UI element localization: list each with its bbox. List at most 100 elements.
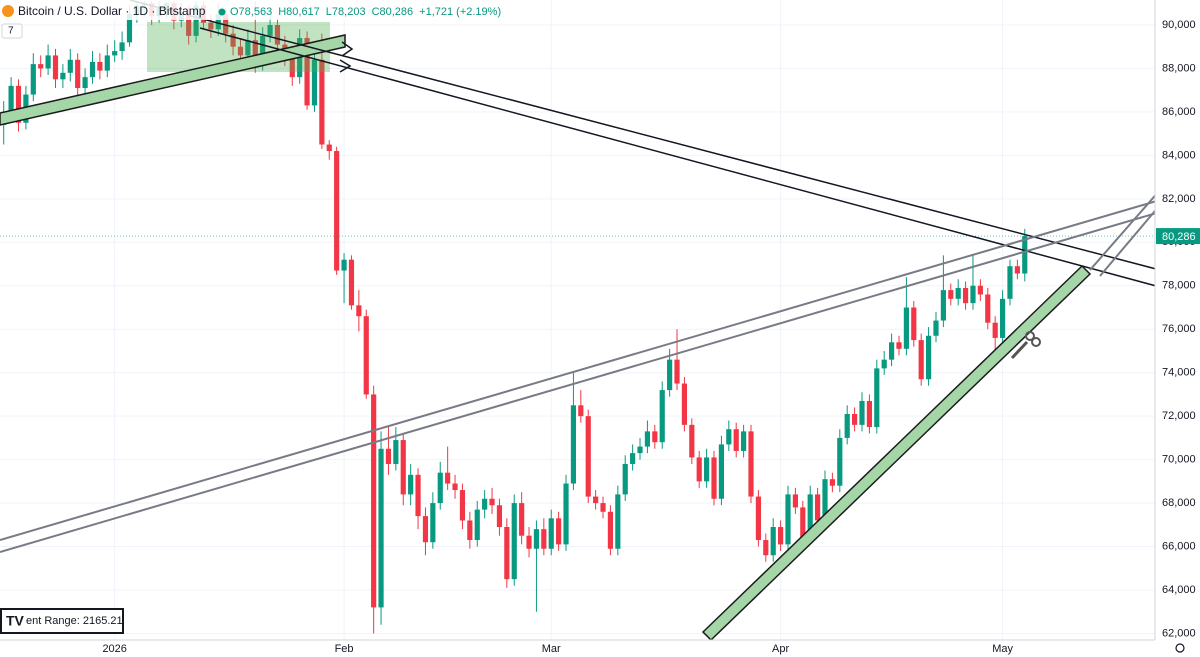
candle: [348, 255, 355, 310]
y-tick-label: 84,000: [1162, 149, 1196, 161]
y-tick-label: 74,000: [1162, 367, 1196, 379]
candle: [681, 377, 688, 432]
candle-body: [511, 503, 517, 580]
candle: [985, 287, 991, 330]
candle-body: [607, 511, 614, 549]
candle-body: [1022, 236, 1028, 274]
candle-body: [992, 322, 998, 338]
candle-body: [718, 444, 725, 499]
candle: [622, 455, 628, 501]
settings-icon[interactable]: [1175, 643, 1185, 653]
candle-body: [1007, 266, 1013, 299]
candle-body: [452, 483, 458, 491]
candle-body: [556, 518, 562, 545]
candle-body: [289, 57, 295, 78]
candle: [89, 51, 96, 84]
candle-body: [962, 287, 969, 304]
candle-body: [519, 503, 525, 536]
candle-body: [1014, 266, 1020, 274]
interval-box[interactable]: 7: [8, 26, 14, 37]
candle: [792, 487, 798, 514]
candle-body: [489, 498, 495, 506]
candle-body: [674, 359, 680, 384]
candle-body: [193, 5, 199, 36]
candle-body: [807, 494, 813, 538]
y-tick-label: 86,000: [1162, 106, 1196, 118]
candle-body: [112, 51, 118, 56]
candle: [1007, 259, 1013, 306]
candle-body: [615, 494, 621, 549]
candle: [30, 53, 36, 102]
candle: [733, 422, 739, 458]
candle: [896, 335, 902, 356]
candle: [970, 255, 976, 310]
candle-body: [970, 285, 976, 304]
candle: [889, 333, 895, 367]
candle: [615, 485, 621, 556]
y-tick-label: 62,000: [1162, 627, 1196, 639]
last-price-label: 80,286: [1162, 231, 1196, 243]
y-tick-label: 72,000: [1162, 410, 1196, 422]
candle: [341, 253, 347, 304]
candle: [385, 427, 392, 475]
candle-body: [822, 479, 828, 521]
candle: [903, 277, 909, 356]
candle: [874, 359, 880, 434]
candle: [511, 494, 517, 586]
candle-body: [918, 340, 924, 380]
candle: [585, 409, 591, 504]
candle-body: [371, 394, 377, 608]
candle-body: [852, 413, 858, 425]
candle: [1014, 259, 1020, 280]
candle-body: [363, 316, 369, 395]
candle: [763, 533, 769, 562]
upper-channel: [0, 34, 346, 126]
candle: [630, 444, 636, 471]
candle: [977, 279, 983, 301]
x-tick-label: 2026: [102, 643, 126, 655]
y-tick-label: 88,000: [1162, 62, 1196, 74]
candle: [334, 146, 340, 275]
candle: [955, 279, 961, 306]
candle: [519, 492, 525, 545]
candle: [637, 437, 643, 460]
candle-body: [430, 503, 436, 543]
trend-line: [199, 27, 1161, 288]
trend-line: [1089, 189, 1161, 271]
candle: [718, 435, 725, 506]
candle-body: [859, 400, 865, 425]
candle: [844, 405, 850, 445]
axes: 62,000 64,000 66,000 68,000 70,000 72,000 74,0…: [102, 19, 1200, 655]
candle: [644, 420, 651, 454]
trend-line: [0, 211, 1161, 553]
arrow: [341, 41, 354, 57]
y-tick-label: 66,000: [1162, 540, 1196, 552]
candle: [378, 431, 384, 625]
candle-body: [186, 11, 192, 36]
y-tick-label: 68,000: [1162, 497, 1196, 509]
candle: [593, 490, 599, 510]
candle: [112, 40, 118, 62]
candle: [652, 424, 658, 449]
candle-body: [326, 144, 332, 152]
ohlc-value: O78,563: [230, 6, 272, 18]
time-axis-bg: [0, 640, 1200, 657]
candle: [474, 500, 480, 547]
candle-body: [482, 498, 488, 510]
candle-body: [541, 529, 547, 549]
candle: [570, 372, 577, 491]
candle: [445, 446, 451, 491]
x-tick-label: Feb: [335, 643, 354, 655]
candle-body: [252, 40, 258, 65]
candle-body: [681, 383, 688, 425]
candle: [999, 290, 1006, 345]
candle: [1022, 228, 1028, 282]
drawings: [0, 0, 1161, 642]
candle-body: [792, 494, 798, 508]
candle: [674, 329, 680, 391]
candle-body: [422, 516, 429, 543]
candle: [992, 316, 998, 354]
candle: [933, 311, 939, 343]
candle: [925, 327, 932, 386]
trend-line: [129, 0, 1161, 271]
